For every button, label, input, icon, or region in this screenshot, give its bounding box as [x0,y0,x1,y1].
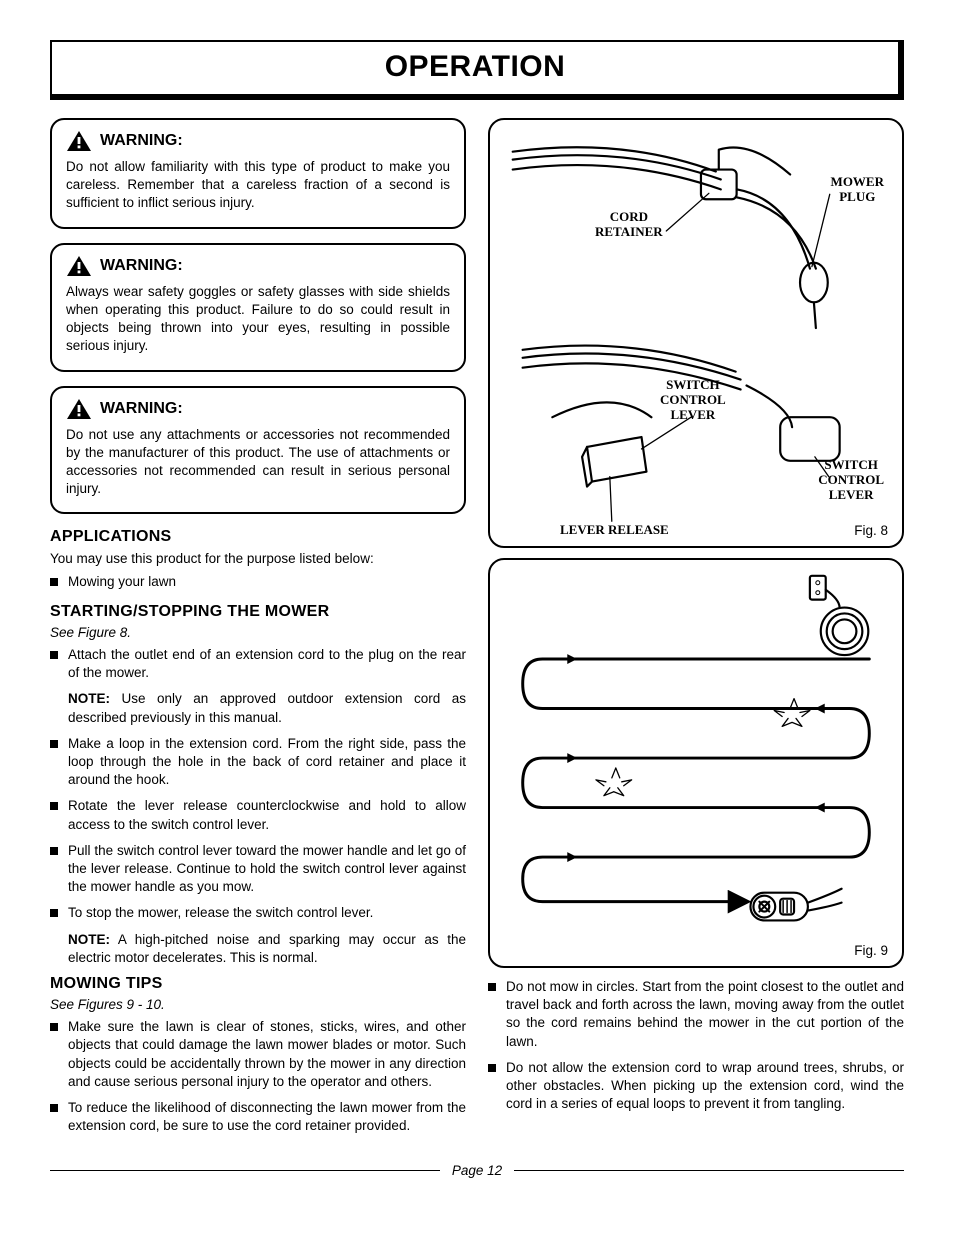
applications-list: Mowing your lawn [50,573,466,591]
list-item: Pull the switch control lever toward the… [50,842,466,897]
mowing-ref: See Figures 9 - 10. [50,997,466,1012]
warning-label: WARNING: [100,132,183,150]
fig8-label-switch-right: SWITCH CONTROL LEVER [818,458,884,503]
mowing-heading: MOWING TIPS [50,975,466,993]
page-title: OPERATION [52,50,898,84]
fig8-label-lever-release: LEVER RELEASE [560,523,669,538]
list-item: To stop the mower, release the switch co… [50,904,466,922]
warning-box-1: WARNING: Do not allow familiarity with t… [50,118,466,229]
figure-8: CORD RETAINER MOWER PLUG SWITCH CONTROL … [488,118,904,548]
right-column: CORD RETAINER MOWER PLUG SWITCH CONTROL … [488,118,904,1143]
fig8-label-cord-retainer: CORD RETAINER [595,210,663,240]
warning-text: Do not allow familiarity with this type … [66,158,450,213]
figure-9: Fig. 9 [488,558,904,968]
note-text: Use only an approved outdoor extension c… [68,691,466,724]
left-column: WARNING: Do not allow familiarity with t… [50,118,466,1143]
starting-heading: STARTING/STOPPING THE MOWER [50,603,466,621]
content-columns: WARNING: Do not allow familiarity with t… [50,118,904,1143]
figure-9-diagram [490,560,902,966]
note-text: A high-pitched noise and sparking may oc… [68,932,466,965]
warning-label: WARNING: [100,257,183,275]
warning-head: WARNING: [66,398,450,420]
fig9-caption: Fig. 9 [854,943,888,958]
page-footer: Page 12 [50,1163,904,1178]
fig8-caption: Fig. 8 [854,523,888,538]
note-label: NOTE: [68,691,110,706]
starting-list-cont: Make a loop in the extension cord. From … [50,735,466,923]
footer-rule-left [50,1170,440,1171]
mowing-right-list: Do not mow in circles. Start from the po… [488,978,904,1114]
page-number: Page 12 [440,1163,514,1178]
starting-list: Attach the outlet end of an extension co… [50,646,466,682]
list-item: Do not mow in circles. Start from the po… [488,978,904,1051]
warning-box-3: WARNING: Do not use any attachments or a… [50,386,466,515]
applications-heading: APPLICATIONS [50,528,466,546]
list-item: Mowing your lawn [50,573,466,591]
warning-text: Do not use any attachments or accessorie… [66,426,450,499]
starting-note-2: NOTE: A high-pitched noise and sparking … [68,931,466,967]
list-item: Rotate the lever release counterclockwis… [50,797,466,833]
warning-label: WARNING: [100,400,183,418]
list-item: To reduce the likelihood of disconnectin… [50,1099,466,1135]
note-label: NOTE: [68,932,110,947]
mowing-left-list: Make sure the lawn is clear of stones, s… [50,1018,466,1135]
starting-note-1: NOTE: Use only an approved outdoor exten… [68,690,466,726]
starting-ref: See Figure 8. [50,625,466,640]
warning-text: Always wear safety goggles or safety gla… [66,283,450,356]
list-item: Make a loop in the extension cord. From … [50,735,466,790]
applications-intro: You may use this product for the purpose… [50,550,466,568]
fig8-label-switch-left: SWITCH CONTROL LEVER [660,378,726,423]
warning-triangle-icon [66,255,92,277]
warning-box-2: WARNING: Always wear safety goggles or s… [50,243,466,372]
list-item: Do not allow the extension cord to wrap … [488,1059,904,1114]
footer-rule-right [514,1170,904,1171]
list-item: Make sure the lawn is clear of stones, s… [50,1018,466,1091]
warning-triangle-icon [66,130,92,152]
fig8-label-mower-plug: MOWER PLUG [831,175,884,205]
warning-head: WARNING: [66,130,450,152]
page-title-frame: OPERATION [50,40,904,100]
warning-head: WARNING: [66,255,450,277]
warning-triangle-icon [66,398,92,420]
list-item: Attach the outlet end of an extension co… [50,646,466,682]
